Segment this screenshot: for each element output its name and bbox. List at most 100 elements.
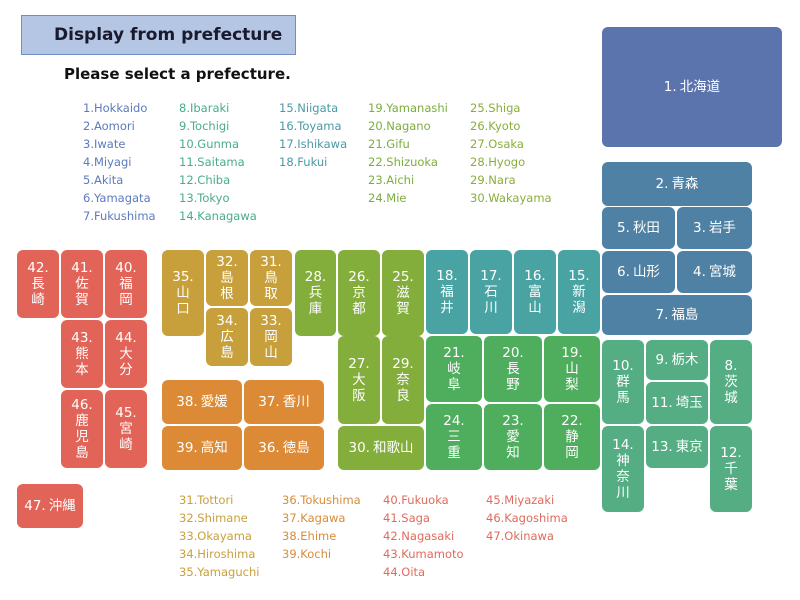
prefecture-legend-item[interactable]: 15.Niigata bbox=[279, 101, 339, 115]
prefecture-legend-item[interactable]: 12.Chiba bbox=[179, 173, 231, 187]
prefecture-legend-item[interactable]: 23.Aichi bbox=[368, 173, 415, 187]
prefecture-tile-36[interactable]: 36. 徳島 bbox=[244, 426, 324, 470]
prefecture-legend-item[interactable]: 18.Fukui bbox=[279, 155, 328, 169]
prefecture-tile-29[interactable]: 29. 奈 良 bbox=[382, 336, 424, 424]
prefecture-tile-8[interactable]: 8. 茨 城 bbox=[710, 340, 752, 424]
prefecture-legend-item[interactable]: 40.Fukuoka bbox=[383, 493, 449, 507]
prefecture-legend-item[interactable]: 7.Fukushima bbox=[83, 209, 156, 223]
prefecture-tile-19[interactable]: 19. 山 梨 bbox=[544, 336, 600, 402]
prefecture-legend-item[interactable]: 36.Tokushima bbox=[282, 493, 361, 507]
prefecture-legend-item[interactable]: 33.Okayama bbox=[179, 529, 252, 543]
prefecture-legend-item[interactable]: 28.Hyogo bbox=[470, 155, 526, 169]
prefecture-tile-38[interactable]: 38. 愛媛 bbox=[162, 380, 242, 424]
prefecture-legend-item[interactable]: 20.Nagano bbox=[368, 119, 431, 133]
prefecture-legend-item[interactable]: 46.Kagoshima bbox=[486, 511, 568, 525]
prefecture-legend-item[interactable]: 11.Saitama bbox=[179, 155, 245, 169]
prefecture-legend-item[interactable]: 13.Tokyo bbox=[179, 191, 230, 205]
prefecture-legend-item[interactable]: 34.Hiroshima bbox=[179, 547, 256, 561]
prefecture-tile-37[interactable]: 37. 香川 bbox=[244, 380, 324, 424]
prefecture-legend-item[interactable]: 38.Ehime bbox=[282, 529, 337, 543]
prefecture-legend-item[interactable]: 31.Tottori bbox=[179, 493, 234, 507]
prefecture-tile-18[interactable]: 18. 福 井 bbox=[426, 250, 468, 334]
prefecture-legend-item[interactable]: 45.Miyazaki bbox=[486, 493, 555, 507]
prefecture-tile-4[interactable]: 4. 宮城 bbox=[677, 251, 752, 293]
prefecture-tile-24[interactable]: 24. 三 重 bbox=[426, 404, 482, 470]
prefecture-legend-item[interactable]: 6.Yamagata bbox=[83, 191, 151, 205]
prefecture-legend-item[interactable]: 39.Kochi bbox=[282, 547, 332, 561]
prefecture-tile-9[interactable]: 9. 栃木 bbox=[646, 340, 708, 380]
prefecture-legend-item[interactable]: 24.Mie bbox=[368, 191, 407, 205]
prefecture-legend-item[interactable]: 14.Kanagawa bbox=[179, 209, 257, 223]
prefecture-legend-item[interactable]: 17.Ishikawa bbox=[279, 137, 348, 151]
prefecture-tile-34[interactable]: 34. 広 島 bbox=[206, 308, 248, 366]
prefecture-tile-name: 広 島 bbox=[220, 329, 234, 361]
prefecture-legend-item[interactable]: 9.Tochigi bbox=[179, 119, 230, 133]
prefecture-tile-name: 高知 bbox=[200, 440, 228, 456]
prefecture-legend-item[interactable]: 32.Shimane bbox=[179, 511, 248, 525]
prefecture-tile-6[interactable]: 6. 山形 bbox=[602, 251, 675, 293]
prefecture-legend-item[interactable]: 30.Wakayama bbox=[470, 191, 552, 205]
prefecture-legend-item[interactable]: 37.Kagawa bbox=[282, 511, 346, 525]
prefecture-tile-17[interactable]: 17. 石 川 bbox=[470, 250, 512, 334]
prefecture-tile-23[interactable]: 23. 愛 知 bbox=[484, 404, 542, 470]
prefecture-legend-item[interactable]: 43.Kumamoto bbox=[383, 547, 464, 561]
prefecture-tile-name: 埼玉 bbox=[675, 395, 703, 411]
prefecture-legend-item[interactable]: 25.Shiga bbox=[470, 101, 521, 115]
prefecture-legend-item[interactable]: 35.Yamaguchi bbox=[179, 565, 260, 579]
prefecture-legend-item[interactable]: 44.Oita bbox=[383, 565, 426, 579]
prefecture-tile-46[interactable]: 46. 鹿 児 島 bbox=[61, 390, 103, 468]
prefecture-tile-41[interactable]: 41. 佐 賀 bbox=[61, 250, 103, 318]
prefecture-tile-20[interactable]: 20. 長 野 bbox=[484, 336, 542, 402]
prefecture-tile-1[interactable]: 1. 北海道 bbox=[602, 27, 782, 147]
prefecture-legend-item[interactable]: 2.Aomori bbox=[83, 119, 135, 133]
prefecture-legend-item[interactable]: 8.Ibaraki bbox=[179, 101, 230, 115]
prefecture-tile-15[interactable]: 15. 新 潟 bbox=[558, 250, 600, 334]
prefecture-legend-column: 31.Tottori 32.Shimane 33.Okayama 34.Hiroshi… bbox=[179, 491, 259, 581]
prefecture-tile-10[interactable]: 10. 群 馬 bbox=[602, 340, 644, 424]
prefecture-tile-27[interactable]: 27. 大 阪 bbox=[338, 336, 380, 424]
prefecture-legend-item[interactable]: 19.Yamanashi bbox=[368, 101, 448, 115]
prefecture-tile-33[interactable]: 33. 岡 山 bbox=[250, 308, 292, 366]
prefecture-legend-item[interactable]: 21.Gifu bbox=[368, 137, 410, 151]
prefecture-tile-2[interactable]: 2. 青森 bbox=[602, 162, 752, 206]
prefecture-tile-28[interactable]: 28. 兵 庫 bbox=[295, 250, 336, 336]
prefecture-tile-11[interactable]: 11. 埼玉 bbox=[646, 382, 708, 424]
prefecture-legend-item[interactable]: 26.Kyoto bbox=[470, 119, 521, 133]
prefecture-tile-number: 17. bbox=[480, 268, 502, 284]
prefecture-tile-12[interactable]: 12. 千 葉 bbox=[710, 426, 752, 512]
prefecture-tile-3[interactable]: 3. 岩手 bbox=[677, 207, 752, 249]
prefecture-legend-item[interactable]: 42.Nagasaki bbox=[383, 529, 455, 543]
prefecture-tile-21[interactable]: 21. 岐 阜 bbox=[426, 336, 482, 402]
prefecture-legend-item[interactable]: 5.Akita bbox=[83, 173, 124, 187]
prefecture-tile-25[interactable]: 25. 滋 賀 bbox=[382, 250, 424, 336]
prefecture-legend-item[interactable]: 1.Hokkaido bbox=[83, 101, 148, 115]
prefecture-legend-column: 15.Niigata 16.Toyama 17.Ishikawa 18.Fukui bbox=[279, 99, 347, 171]
prefecture-tile-14[interactable]: 14. 神 奈 川 bbox=[602, 426, 644, 512]
prefecture-tile-42[interactable]: 42. 長 崎 bbox=[17, 250, 59, 318]
prefecture-tile-22[interactable]: 22. 静 岡 bbox=[544, 404, 600, 470]
prefecture-tile-40[interactable]: 40. 福 岡 bbox=[105, 250, 147, 318]
prefecture-tile-45[interactable]: 45. 宮 崎 bbox=[105, 390, 147, 468]
prefecture-tile-43[interactable]: 43. 熊 本 bbox=[61, 320, 103, 388]
prefecture-tile-30[interactable]: 30. 和歌山 bbox=[338, 426, 424, 470]
prefecture-tile-16[interactable]: 16. 富 山 bbox=[514, 250, 556, 334]
prefecture-tile-35[interactable]: 35. 山 口 bbox=[162, 250, 204, 336]
prefecture-legend-item[interactable]: 3.Iwate bbox=[83, 137, 126, 151]
prefecture-legend-item[interactable]: 22.Shizuoka bbox=[368, 155, 438, 169]
prefecture-tile-39[interactable]: 39. 高知 bbox=[162, 426, 242, 470]
prefecture-legend-item[interactable]: 27.Osaka bbox=[470, 137, 524, 151]
prefecture-tile-26[interactable]: 26. 京 都 bbox=[338, 250, 380, 336]
prefecture-legend-item[interactable]: 41.Saga bbox=[383, 511, 430, 525]
prefecture-tile-47[interactable]: 47. 沖縄 bbox=[17, 484, 83, 528]
prefecture-tile-32[interactable]: 32. 島 根 bbox=[206, 250, 248, 306]
prefecture-tile-44[interactable]: 44. 大 分 bbox=[105, 320, 147, 388]
prefecture-legend-item[interactable]: 16.Toyama bbox=[279, 119, 342, 133]
prefecture-tile-7[interactable]: 7. 福島 bbox=[602, 295, 752, 335]
prefecture-tile-5[interactable]: 5. 秋田 bbox=[602, 207, 675, 249]
prefecture-legend-item[interactable]: 10.Gunma bbox=[179, 137, 240, 151]
prefecture-tile-13[interactable]: 13. 東京 bbox=[646, 426, 708, 468]
prefecture-legend-item[interactable]: 4.Miyagi bbox=[83, 155, 132, 169]
prefecture-legend-item[interactable]: 29.Nara bbox=[470, 173, 516, 187]
prefecture-tile-31[interactable]: 31. 鳥 取 bbox=[250, 250, 292, 306]
prefecture-legend-item[interactable]: 47.Okinawa bbox=[486, 529, 554, 543]
